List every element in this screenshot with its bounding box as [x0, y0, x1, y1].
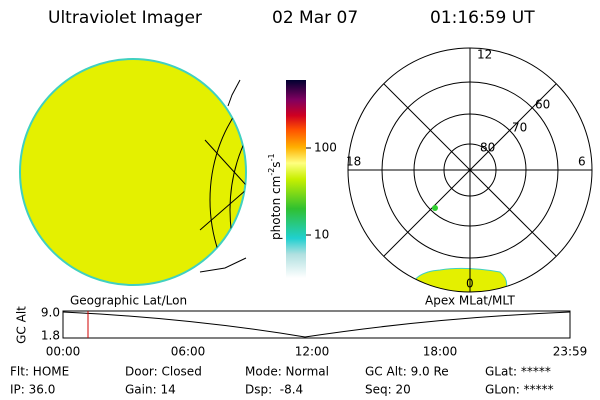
mlt-label: 6: [578, 155, 586, 169]
timeline-x-label: 00:00: [46, 345, 81, 359]
timeline-y-label: 9.0: [41, 306, 60, 320]
date: 02 Mar 07: [272, 8, 358, 28]
timeline-x-label: 23:59: [553, 345, 588, 359]
mlt-label: 12: [477, 48, 492, 62]
status-item: Mode: Normal: [245, 365, 329, 379]
colorbar-label-text: photon cm: [269, 176, 283, 240]
colorbar-label: photon cm-2s-1: [267, 153, 283, 240]
polar-plot: [347, 47, 593, 293]
timeline-x-label: 06:00: [171, 345, 206, 359]
colorbar-exponent: -2: [267, 168, 276, 176]
colorbar-tick-label: 10: [314, 228, 329, 242]
timeline-label: Geographic Lat/Lon: [70, 294, 187, 308]
status-item: IP: 36.0: [10, 383, 55, 397]
colorbar-tick-label: 100: [314, 141, 337, 155]
status-item: GLat: *****: [485, 365, 551, 379]
status-item: Flt: HOME: [10, 365, 69, 379]
colorbar: [286, 80, 306, 278]
title: Ultraviolet Imager: [48, 8, 202, 28]
status-item: Seq: 20: [365, 383, 411, 397]
colorbar-exponent: -1: [267, 153, 276, 161]
timeline-box: [62, 310, 571, 339]
time: 01:16:59 UT: [430, 8, 535, 28]
timeline-x-label: 18:00: [423, 345, 458, 359]
status-item: GLon: *****: [485, 383, 554, 397]
timeline-y-label: 1.8: [41, 329, 60, 343]
mlat-label: 80: [480, 141, 495, 155]
mlt-label: 18: [346, 155, 361, 169]
mlt-label: 0: [466, 277, 474, 291]
timeline-label: Apex MLat/MLT: [425, 294, 515, 308]
status-item: Gain: 14: [125, 383, 176, 397]
mlat-label: 60: [535, 98, 550, 112]
uv-image: [19, 58, 247, 286]
status-item: Door: Closed: [125, 365, 202, 379]
mlat-label: 70: [512, 121, 527, 135]
timeline-axis-label: GC Alt: [15, 306, 29, 344]
altitude-curve: [62, 311, 571, 338]
timeline-x-label: 12:00: [295, 345, 330, 359]
status-item: GC Alt: 9.0 Re: [365, 365, 449, 379]
colorbar-label-text: s: [269, 161, 283, 167]
status-item: Dsp: -8.4: [245, 383, 303, 397]
